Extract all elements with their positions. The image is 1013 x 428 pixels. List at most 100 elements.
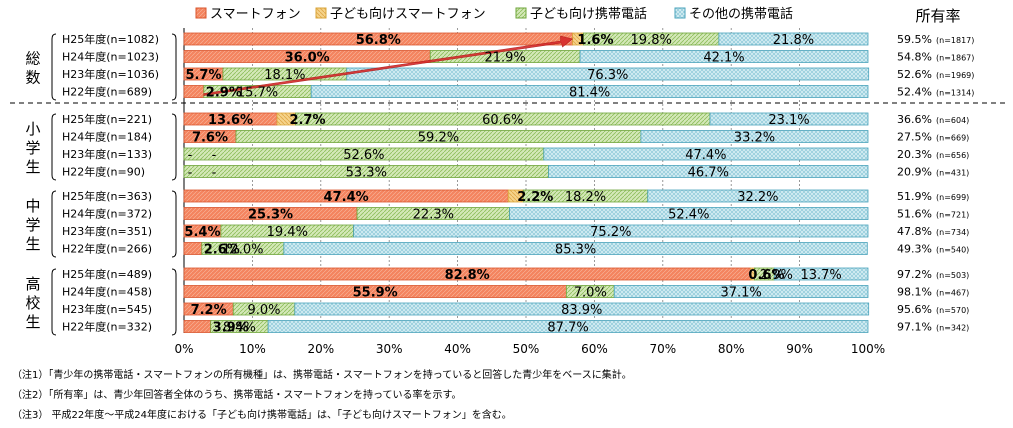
x-tick-label: 80% — [718, 342, 745, 356]
data-label-other_phone: 21.8% — [773, 33, 814, 48]
share-rate-value: 97.1% — [897, 321, 932, 334]
share-rate-value: 47.8% — [897, 225, 932, 238]
share-rate-value: 51.9% — [897, 190, 932, 203]
chart-legend: スマートフォン 子ども向けスマートフォン 子ども向け携帯電話 その他の携帯電話 — [195, 6, 793, 22]
data-label-other_phone: 85.3% — [555, 243, 596, 258]
data-label-other_phone: 33.2% — [734, 131, 775, 146]
data-label-smartphone: 2.9% — [206, 86, 242, 101]
data-label-other_phone: 37.1% — [720, 286, 761, 301]
share-rate-n: (n=1969) — [936, 71, 974, 80]
bar-other_phone — [773, 267, 869, 281]
bar-other_phone — [640, 130, 869, 143]
data-label-kids_phone: 15.7% — [237, 86, 278, 101]
row-label: H23年度(n=351) — [62, 224, 152, 238]
legend-label-other_phone: その他の携帯電話 — [689, 6, 793, 22]
group-label: 高校生 — [25, 275, 40, 331]
data-label-other_phone: 81.4% — [569, 86, 610, 101]
group-bracket-left — [51, 190, 57, 258]
group-bracket-left — [51, 113, 57, 181]
trend-arrow — [203, 35, 574, 96]
data-label-other_phone: 83.9% — [561, 303, 602, 318]
share-rate-value: 36.6% — [897, 113, 932, 126]
data-label-kids_smartphone: 2.2% — [517, 190, 553, 205]
x-tick-label: 70% — [649, 342, 676, 356]
row-label: H24年度(n=184) — [62, 130, 152, 144]
bar-other_phone — [718, 32, 869, 46]
bar-other_phone — [543, 147, 869, 161]
share-rate-value: 51.6% — [897, 208, 932, 221]
row-label: H25年度(n=221) — [62, 112, 152, 126]
data-label-smartphone: 36.0% — [285, 51, 330, 66]
share-rate-n: (n=721) — [936, 211, 969, 220]
share-rate-n: (n=467) — [936, 289, 969, 298]
x-tick-label: 60% — [581, 342, 608, 356]
chart-row-labels: H25年度(n=1082) H24年度(n=1023) H23年度(n=1036) H… — [62, 32, 159, 334]
data-label-smartphone: 13.6% — [208, 113, 253, 128]
share-rate-n: (n=604) — [936, 116, 969, 125]
bar-other_phone — [283, 242, 868, 255]
data-label-kids_phone: 2.9% — [760, 268, 793, 283]
data-label-smartphone: 82.8% — [445, 268, 490, 283]
data-label-smartphone: 3.9% — [213, 321, 249, 336]
group-label: 中学生 — [25, 197, 40, 253]
x-tick-label: 40% — [444, 342, 471, 356]
bar-other_phone — [613, 285, 869, 298]
x-tick-label: 0% — [174, 342, 193, 356]
data-label-kids_phone: 18.1% — [264, 68, 305, 83]
group-label: 総数 — [25, 50, 40, 87]
chart-x-axis: 0% 10% 20% 30% 40% 50% 60% 70% 80% 90% 100% — [174, 342, 885, 356]
row-label: H23年度(n=545) — [62, 302, 152, 316]
bar-other_phone — [548, 165, 869, 178]
row-label: H25年度(n=489) — [62, 267, 152, 281]
row-label: H24年度(n=372) — [62, 207, 152, 221]
bar-other_phone — [647, 189, 869, 203]
share-rate-n: (n=656) — [936, 151, 969, 160]
group-bracket-right — [171, 190, 177, 258]
share-rate-value: 59.5% — [897, 33, 932, 46]
data-label-smartphone: 5.4% — [184, 225, 220, 240]
data-label-kids_phone: 19.4% — [267, 225, 308, 240]
footnote-3: （注3） 平成22年度～平成24年度における「子ども向け携帯電話」は、「子ども向… — [12, 410, 512, 421]
legend-swatch-kids_phone — [515, 7, 527, 19]
row-label: H23年度(n=1036) — [62, 67, 159, 81]
share-rate-value: 54.8% — [897, 51, 932, 64]
bar-other_phone — [267, 320, 869, 333]
data-label-other_phone: 87.7% — [547, 321, 588, 336]
chart-value-labels: 56.8% 1.6% 19.8% 21.8% 36.0% 21.9% 42.1% 5.7% 18… — [184, 33, 841, 336]
row-label: H22年度(n=266) — [62, 242, 152, 256]
bar-other_phone — [709, 112, 869, 126]
row-label: H24年度(n=458) — [62, 285, 152, 299]
share-rate-value: 20.9% — [897, 166, 932, 179]
share-rate-n: (n=540) — [936, 246, 969, 255]
data-label-kids_phone: 18.2% — [565, 190, 606, 205]
legend-swatch-smartphone — [195, 7, 207, 19]
chart-bars — [183, 32, 870, 333]
bar-other_phone — [509, 207, 869, 220]
data-label-smartphone: 7.2% — [191, 303, 227, 318]
data-label-other_phone: 13.7% — [800, 268, 841, 283]
x-tick-label: 100% — [851, 342, 885, 356]
data-label-kids_phone: 22.3% — [413, 208, 454, 223]
row-label: H22年度(n=332) — [62, 320, 152, 334]
share-rate-value: 20.3% — [897, 148, 932, 161]
group-bracket-right — [171, 268, 177, 336]
share-rate-column: 59.5% (n=1817) 54.8% (n=1867) 52.6% (n=1969) 5… — [897, 33, 974, 334]
data-label-other_phone: 52.4% — [668, 208, 709, 223]
share-rate-n: (n=1817) — [936, 36, 974, 45]
bar-other_phone — [579, 50, 869, 63]
share-rate-n: (n=699) — [936, 193, 969, 202]
bar-smartphone — [183, 85, 205, 98]
data-label-kids_smartphone: 0.6% — [748, 268, 784, 283]
data-label-other_phone: 23.1% — [768, 113, 809, 128]
bar-other_phone — [353, 224, 869, 238]
x-tick-label: 20% — [307, 342, 334, 356]
trend-arrow-shape — [203, 35, 574, 96]
row-label: H23年度(n=133) — [62, 147, 152, 161]
legend-label-kids_phone: 子ども向け携帯電話 — [530, 6, 647, 22]
data-label-kids_phone: 9.0% — [248, 303, 281, 318]
data-label-kids_smartphone: - — [212, 166, 217, 181]
legend-swatch-kids_smartphone — [315, 7, 327, 19]
x-tick-label: 30% — [376, 342, 403, 356]
row-label: H22年度(n=689) — [62, 85, 152, 99]
